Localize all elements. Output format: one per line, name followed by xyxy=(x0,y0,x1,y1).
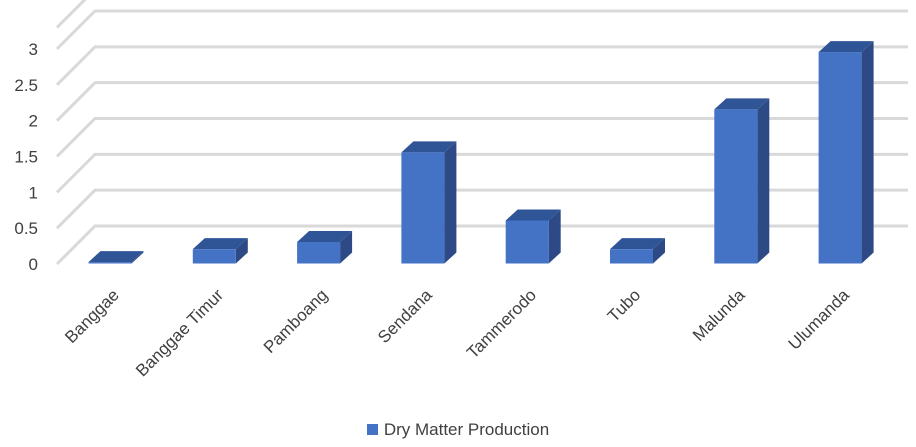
bar xyxy=(297,230,353,264)
bar xyxy=(192,238,248,264)
legend-swatch xyxy=(366,424,378,435)
x-tick-label: Tubo xyxy=(604,285,644,325)
y-tick-label: 0 xyxy=(29,255,38,274)
bar xyxy=(610,238,665,264)
x-tick-label: Malunda xyxy=(689,285,749,345)
bar xyxy=(505,209,561,264)
x-tick-label: Sendana xyxy=(374,285,436,347)
legend-label: Dry Matter Production xyxy=(383,420,550,439)
y-tick-label: 0.5 xyxy=(14,219,38,238)
bar xyxy=(818,41,874,264)
y-tick-label: 3 xyxy=(29,40,38,59)
gridline xyxy=(55,224,908,266)
x-tick-label: Tammerodo xyxy=(463,285,540,362)
gridline xyxy=(55,81,908,122)
x-tick-label: Banggae Timur xyxy=(132,285,227,380)
y-axis-ticks: 0 0.5 1 1.5 2 2.5 3 xyxy=(14,40,38,274)
bar xyxy=(714,98,770,264)
gridline xyxy=(55,0,87,29)
gridline xyxy=(55,9,908,51)
y-tick-label: 1.5 xyxy=(14,147,38,166)
gridline xyxy=(55,45,908,86)
gridline xyxy=(55,188,908,230)
x-tick-label: Banggae xyxy=(61,285,123,347)
x-axis-ticks: Banggae Banggae Timur Pamboang Sendana Tamme… xyxy=(61,285,853,380)
bar xyxy=(88,251,144,264)
gridlines xyxy=(55,0,908,266)
y-tick-label: 1 xyxy=(29,183,38,202)
x-tick-label: Ulumanda xyxy=(785,285,854,354)
gridline xyxy=(55,152,908,194)
bar xyxy=(401,141,457,264)
y-tick-label: 2 xyxy=(29,112,38,131)
x-tick-label: Pamboang xyxy=(260,285,332,357)
gridline xyxy=(55,116,908,158)
bars xyxy=(88,41,874,264)
y-tick-label: 2.5 xyxy=(14,76,38,95)
legend: Dry Matter Production xyxy=(0,420,916,440)
